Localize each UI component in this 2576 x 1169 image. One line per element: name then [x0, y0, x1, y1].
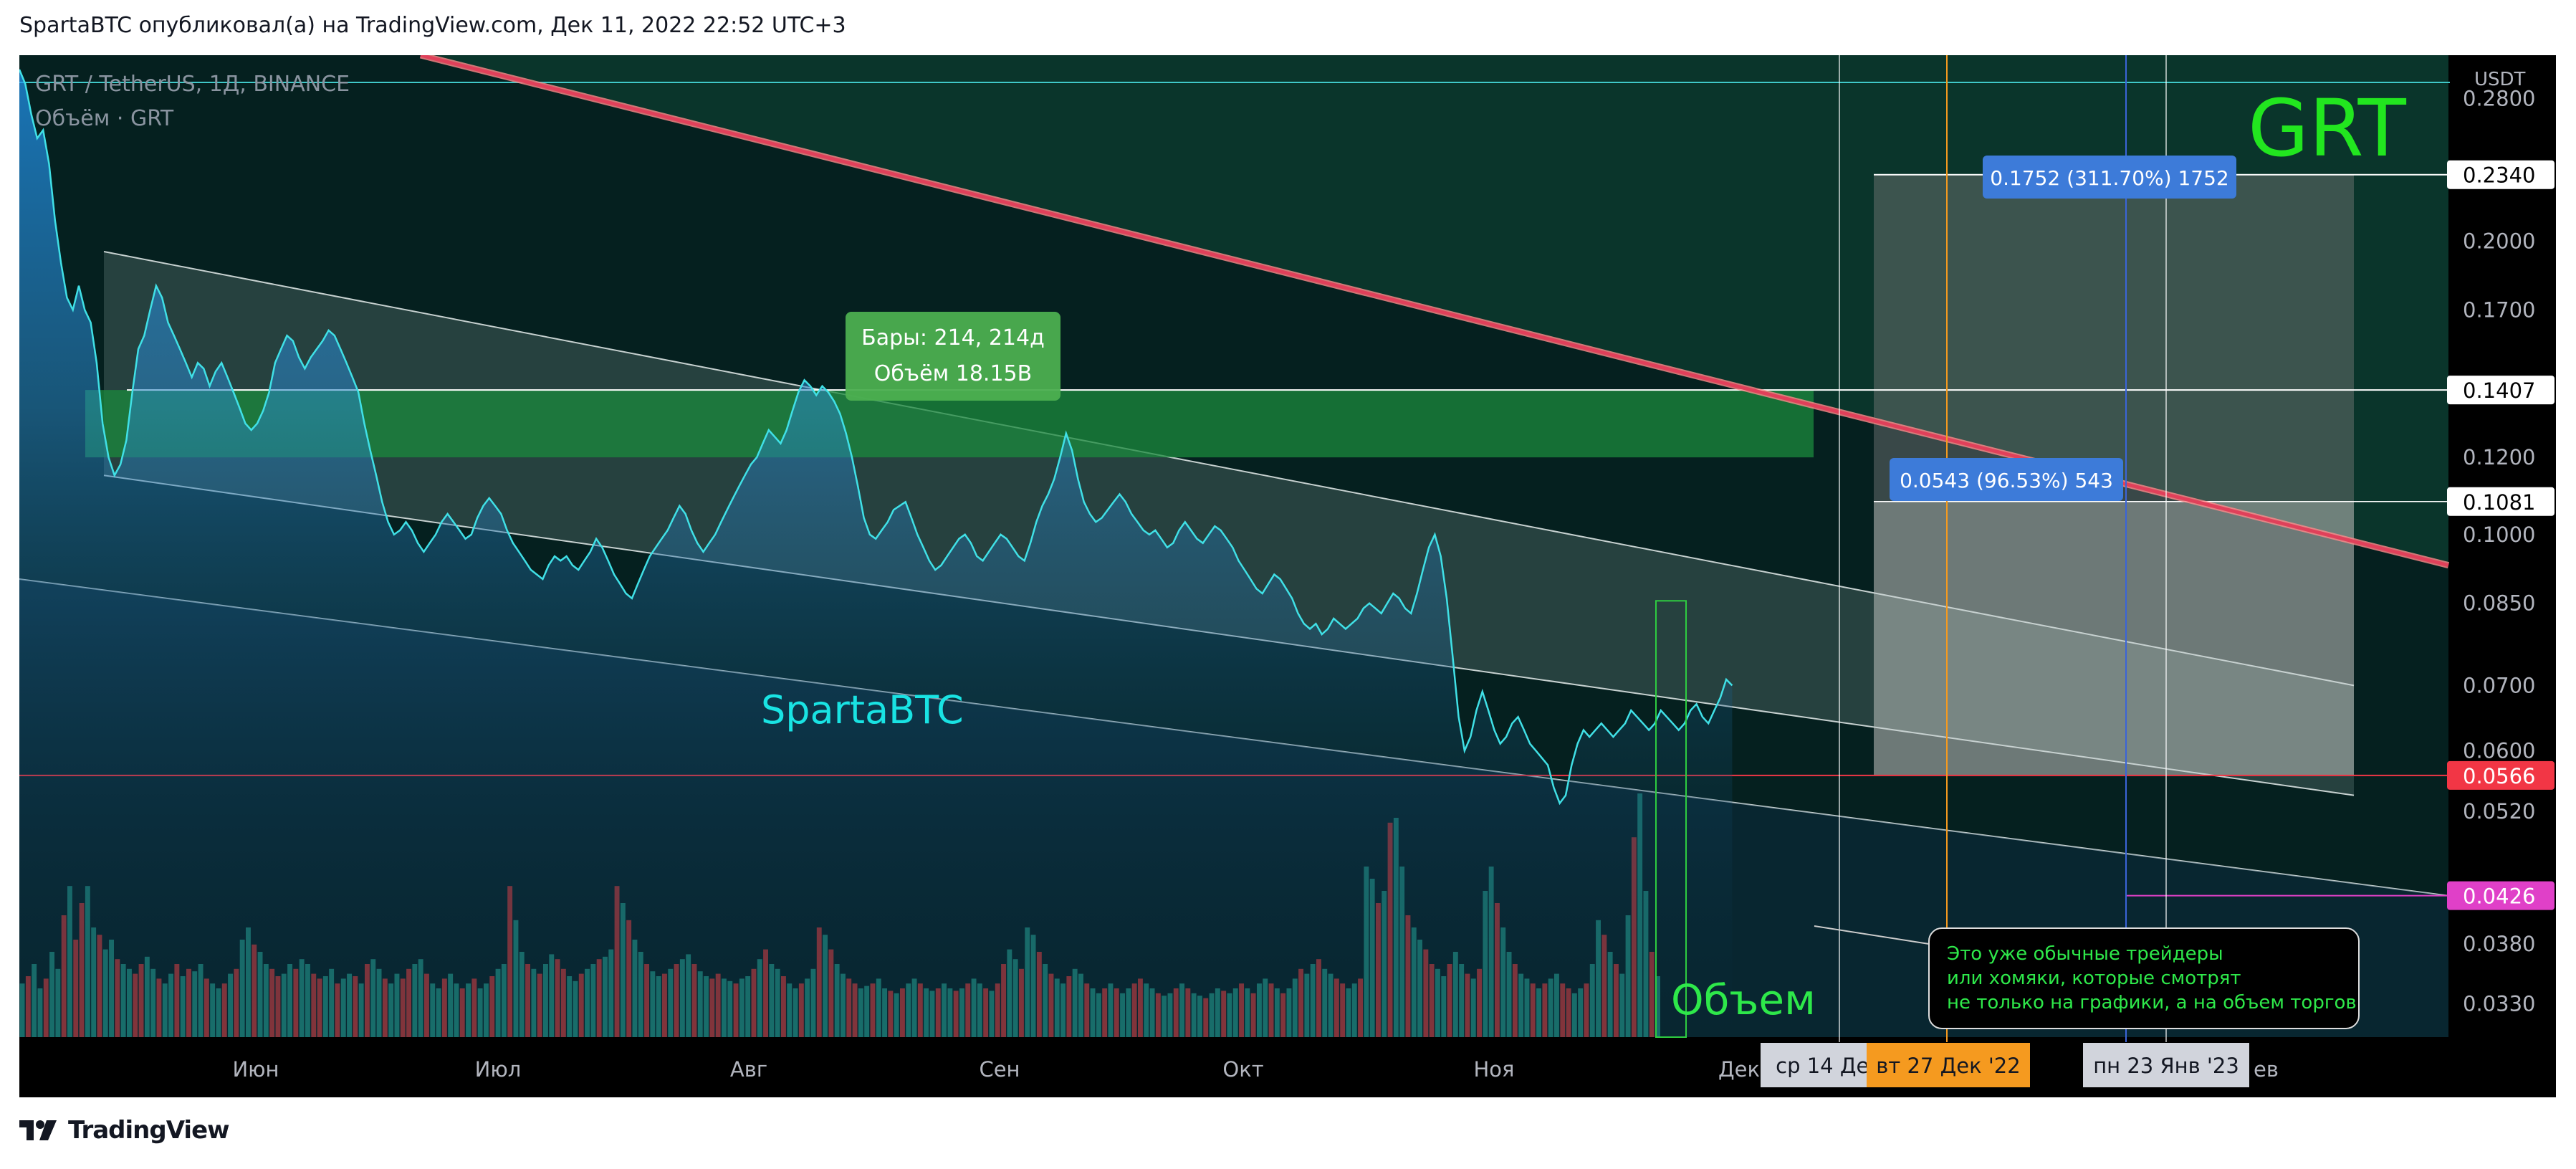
y-tick-label: 0.1000	[2463, 523, 2535, 547]
callout-line: или хомяки, которые смотрят	[1947, 968, 2241, 989]
date-tag	[2083, 1043, 2249, 1087]
price-tag	[2447, 160, 2555, 189]
price-tag-label: 0.1407	[2463, 378, 2535, 403]
volume-highlight-box	[1655, 600, 1687, 1038]
y-tick-label: 0.0330	[2463, 991, 2535, 1016]
price-tag	[2447, 376, 2555, 405]
x-month-label: Июл	[475, 1057, 522, 1082]
y-tick-label: 0.2800	[2463, 87, 2535, 111]
price-tag	[2447, 760, 2555, 790]
price-tag	[2447, 487, 2555, 516]
price-tag-label: 0.0426	[2463, 884, 2535, 909]
measure-box-1	[1983, 156, 2236, 199]
measure-label-2: 0.0543 (96.53%) 543	[1900, 469, 2113, 492]
date-tag-label: вт 27 Дек '22	[1876, 1054, 2020, 1078]
x-month-label: Авг	[730, 1057, 767, 1082]
x-month-label: Окт	[1222, 1057, 1263, 1082]
tradingview-footer: TradingView	[19, 1112, 230, 1148]
price-chart[interactable]: Объем GRT / TetherUS, 1Д, BINANCE Объём · …	[19, 55, 2556, 1097]
upper-zone-fill	[19, 55, 2448, 566]
price-axis	[2450, 55, 2556, 1097]
price-tag	[2447, 881, 2555, 910]
y-tick-label: 0.1700	[2463, 297, 2535, 322]
y-tick-label: 0.0850	[2463, 591, 2535, 616]
brand-name: TradingView	[68, 1116, 230, 1145]
publish-header: SpartaBTC опубликовал(а) на TradingView.…	[19, 13, 846, 38]
x-month-label: Ноя	[1474, 1057, 1515, 1082]
y-tick-label: 0.2000	[2463, 229, 2535, 253]
price-line[interactable]	[19, 69, 1733, 806]
callout-line: Это уже обычные трейдеры	[1947, 943, 2223, 965]
callout-box	[1928, 927, 2360, 1029]
y-tick-label: 0.0600	[2463, 738, 2535, 763]
y-tick-label: 0.0520	[2463, 799, 2535, 824]
chart-symbol-title: GRT / TetherUS, 1Д, BINANCE	[35, 72, 350, 97]
x-month-label: Сен	[979, 1057, 1020, 1082]
x-month-partial: ев	[2254, 1057, 2279, 1082]
price-tag-label: 0.2340	[2463, 163, 2535, 188]
y-tick-label: 0.0380	[2463, 932, 2535, 956]
date-tag	[1867, 1043, 2030, 1087]
price-tag-label: 0.0566	[2463, 764, 2535, 788]
green-resistance-zone	[85, 390, 1814, 458]
chart-panel[interactable]: Объем GRT / TetherUS, 1Д, BINANCE Объём · …	[19, 55, 2556, 1097]
y-tick-label: 0.1200	[2463, 445, 2535, 469]
grt-big-label: GRT	[2248, 82, 2407, 174]
bars-info-line1: Бары: 214, 214д	[861, 325, 1045, 350]
measure-label-1: 0.1752 (311.70%) 1752	[1990, 166, 2228, 190]
volume-legend: Объём · GRT	[35, 106, 174, 131]
channel-upper-line	[103, 251, 2355, 687]
x-month-label: Июн	[232, 1057, 279, 1082]
callout-line: не только на графики, а на объем торгов	[1947, 992, 2357, 1013]
price-tag-label: 0.1081	[2463, 490, 2535, 515]
price-area-fill	[19, 70, 1733, 1037]
measure-box-2	[1890, 458, 2123, 501]
falling-channel-fill	[104, 252, 2354, 796]
time-axis	[19, 1042, 2450, 1097]
spartabtc-label: SpartaBTC	[761, 687, 964, 733]
date-tag-label: пн 23 Янв '23	[2093, 1054, 2239, 1078]
date-tag-label: ср 14 Дек	[1776, 1054, 1882, 1078]
callout-pointer	[1814, 925, 1930, 945]
axis-unit-label: USDT	[2474, 69, 2526, 90]
tradingview-logo-icon	[19, 1120, 57, 1140]
bars-info-box	[846, 312, 1060, 401]
bars-info-line2: Объём 18.15B	[874, 361, 1032, 386]
volume-annotation-label: Объем	[1671, 975, 1816, 1024]
y-tick-label: 0.0700	[2463, 673, 2535, 697]
x-month-label: Дек	[1718, 1057, 1760, 1082]
